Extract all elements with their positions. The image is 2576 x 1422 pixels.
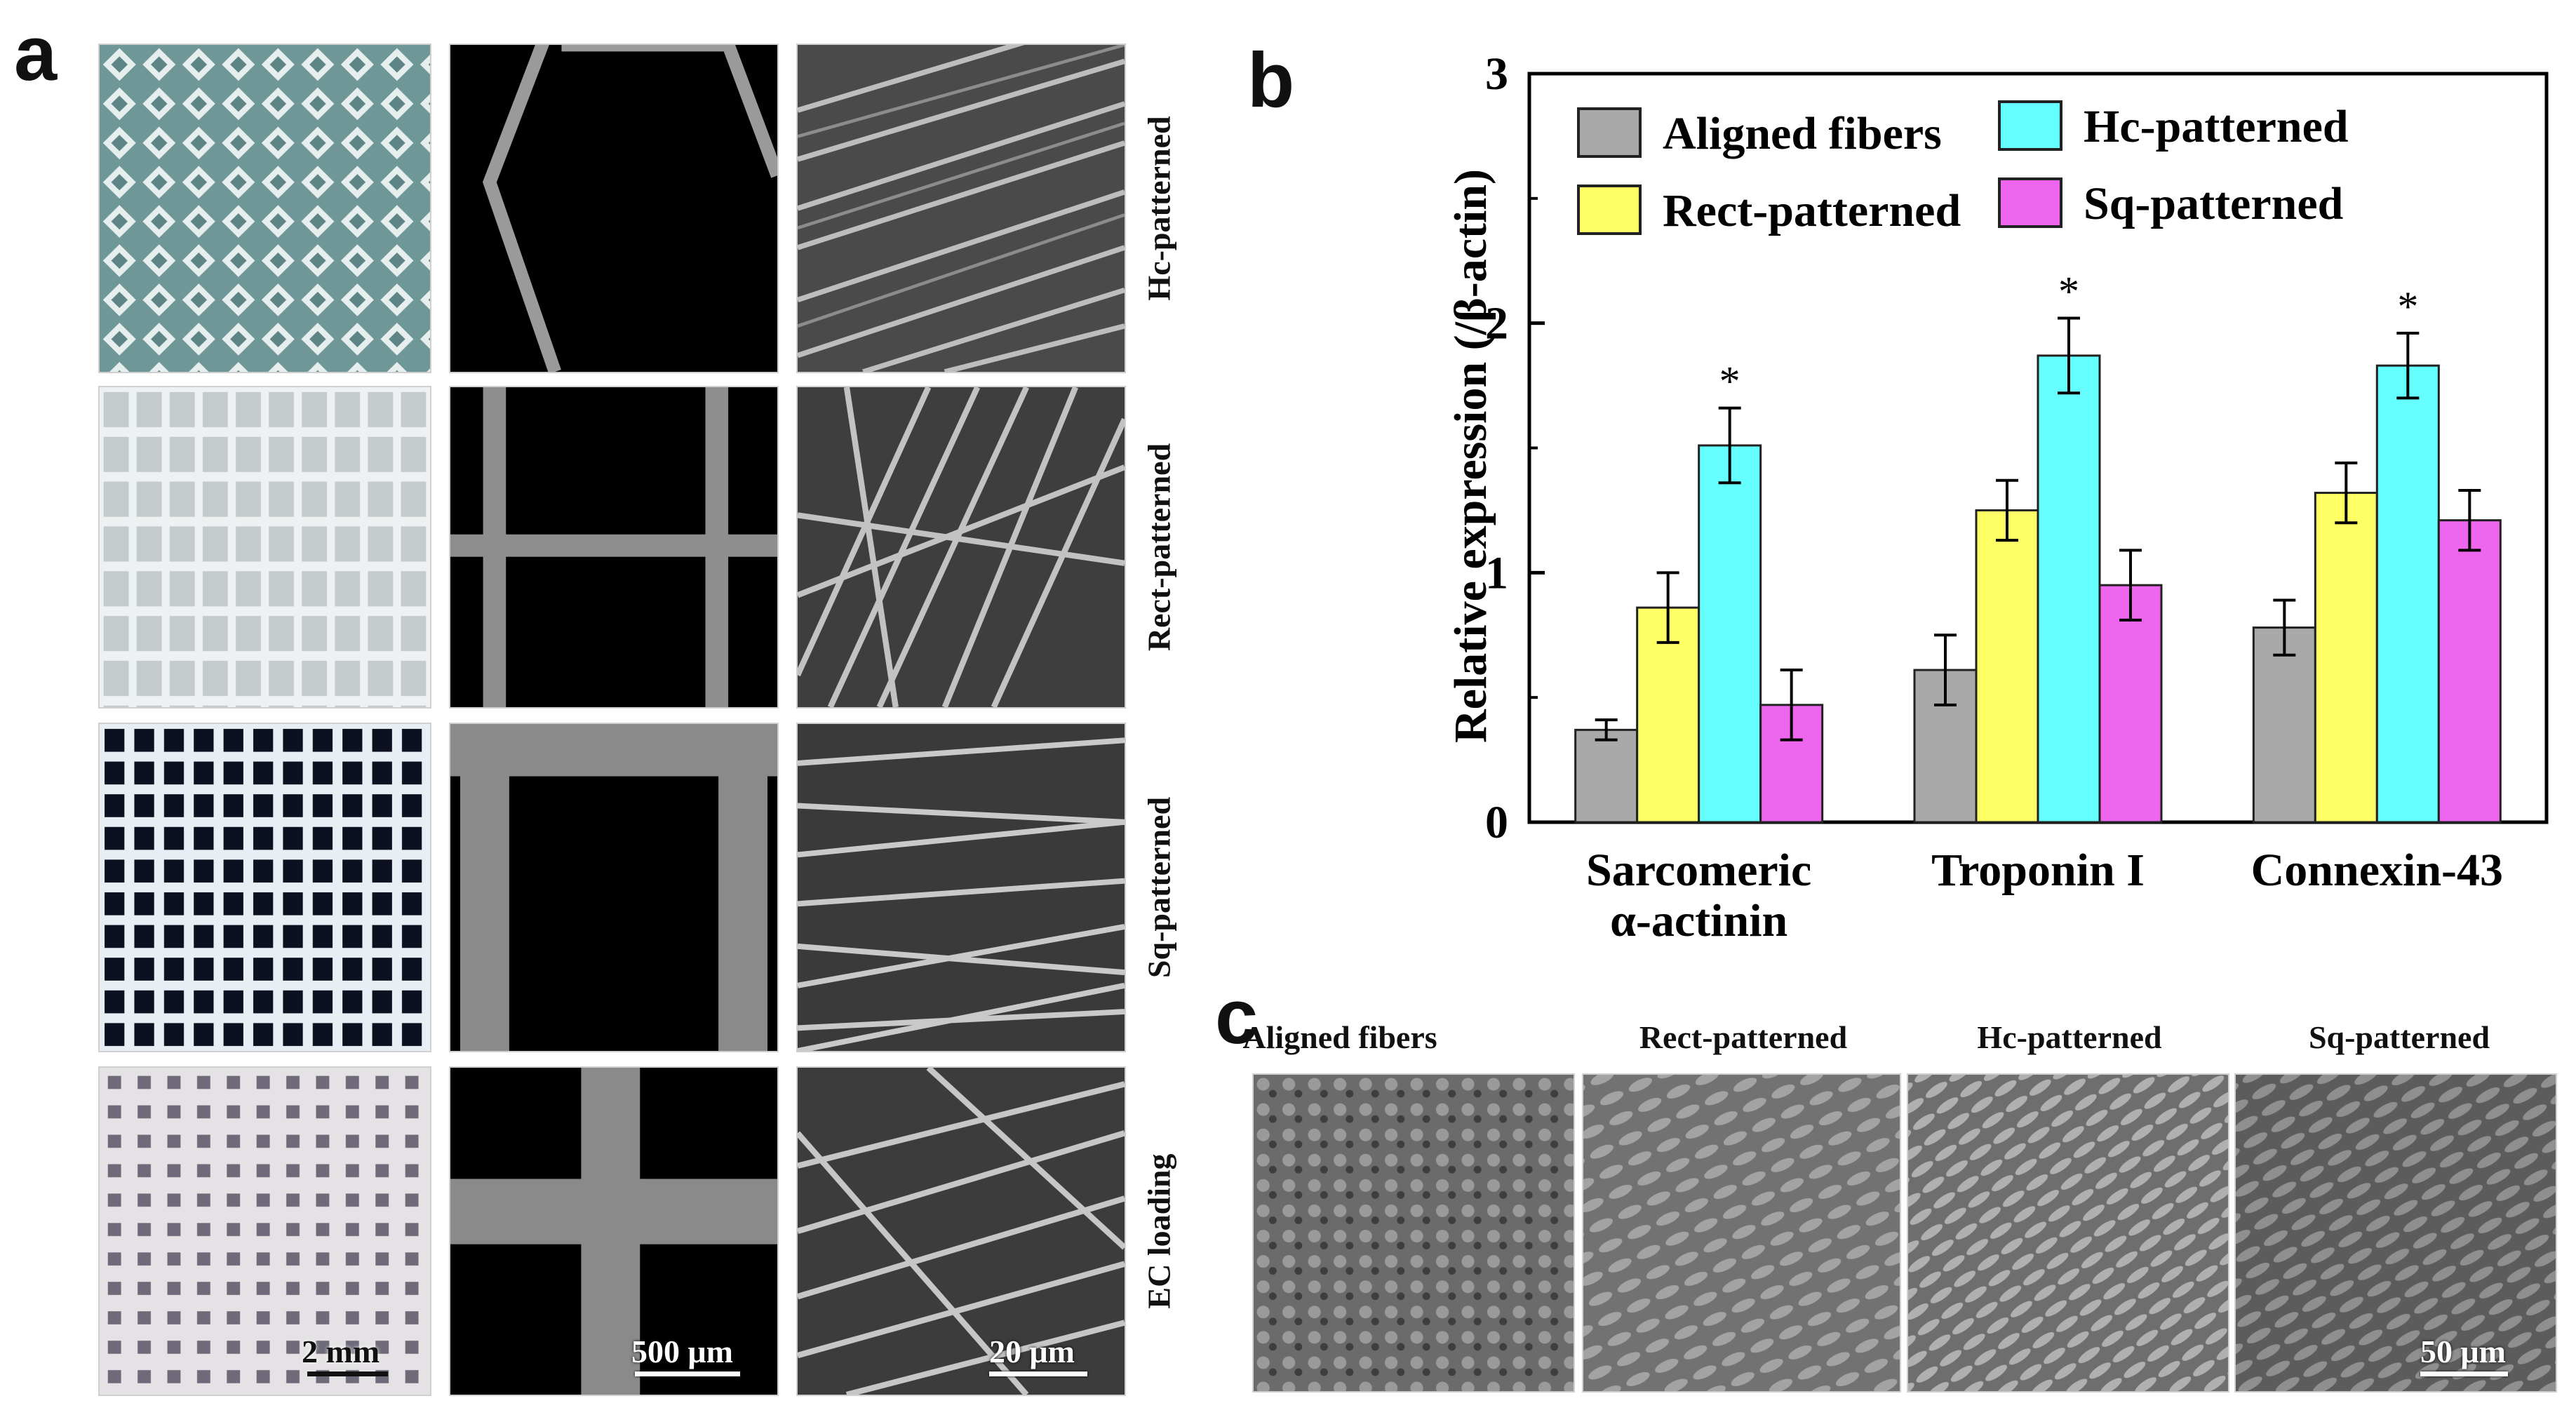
bar: [2037, 354, 2101, 824]
scale-bar-50um: [2420, 1371, 2508, 1376]
legend-swatch: [1577, 185, 1642, 235]
c-rect-image: [1582, 1073, 1901, 1393]
scale-bar-label-20um: 20 μm: [989, 1334, 1075, 1369]
legend-swatch: [1577, 107, 1642, 158]
row-label-hc: Hc-patterned: [1141, 116, 1177, 301]
legend-swatch: [1998, 100, 2062, 151]
bars-layer: * * *: [1574, 269, 2502, 824]
scale-bar-label-500um: 500 μm: [631, 1334, 733, 1369]
scale-bar-20um: [989, 1371, 1087, 1376]
ec-sem-lowmag-image: [449, 1066, 779, 1396]
legend-label: Sq-patterned: [2084, 178, 2343, 229]
legend-label: Aligned fibers: [1663, 108, 1942, 159]
rect-photo-image: [98, 386, 431, 709]
panel-c-label-aligned: Aligned fibers: [1242, 1019, 1437, 1055]
bar: [1698, 444, 1762, 824]
bar: [2437, 519, 2502, 824]
rect-sem-fibers-image: [796, 386, 1126, 709]
hc-sem-lowmag-image: [449, 43, 779, 373]
x-tick-label: α-actinin: [1610, 895, 1787, 946]
row-label-rect: Rect-patterned: [1141, 443, 1177, 652]
hc-sem-fibers-image: [796, 43, 1126, 373]
bar: [1574, 728, 1639, 824]
scale-bar-label-50um: 50 μm: [2420, 1334, 2506, 1369]
panel-c-label-hc: Hc-patterned: [1977, 1019, 2162, 1055]
panel-a-letter: a: [14, 11, 58, 97]
y-tick-label: 2: [1485, 298, 1508, 349]
scale-bar-500um: [635, 1371, 740, 1376]
ec-photo-image: [98, 1066, 431, 1396]
scale-bar-2mm: [307, 1371, 388, 1376]
bar: [2098, 584, 2163, 824]
y-tick-label: 0: [1485, 797, 1508, 848]
x-tick-label: Sarcomeric: [1586, 845, 1811, 896]
y-tick-label: 3: [1485, 48, 1508, 100]
sq-sem-lowmag-image: [449, 723, 779, 1052]
bar: [2252, 626, 2316, 824]
c-sq-image: [2234, 1073, 2557, 1393]
panel-c-letter: c: [1215, 974, 1259, 1060]
rect-sem-lowmag-image: [449, 386, 779, 709]
scale-bar-label-2mm: 2 mm: [302, 1334, 380, 1369]
sq-sem-fibers-image: [796, 723, 1126, 1052]
legend-swatch: [1998, 177, 2062, 228]
legend-label: Rect-patterned: [1663, 185, 1961, 236]
row-label-sq: Sq-patterned: [1141, 796, 1177, 979]
c-aligned-image: [1252, 1073, 1575, 1393]
ec-sem-fibers-image: [796, 1066, 1126, 1396]
panel-c-label-sq: Sq-patterned: [2308, 1019, 2490, 1055]
c-hc-image: [1907, 1073, 2229, 1393]
legend: Aligned fibers Rect-patterned Hc-patterned…: [1577, 100, 2349, 236]
y-tick-label: 1: [1485, 547, 1508, 598]
legend-label: Hc-patterned: [2084, 101, 2349, 152]
x-tick-label: Troponin I: [1931, 845, 2145, 896]
panel-c-label-rect: Rect-patterned: [1639, 1019, 1848, 1055]
hc-photo-image: [98, 43, 431, 373]
bar: [1975, 509, 2039, 824]
x-tick-label: Connexin-43: [2251, 845, 2503, 896]
bar: [2314, 492, 2378, 824]
row-label-ec: EC loading: [1141, 1153, 1177, 1309]
significance-star: *: [2058, 269, 2079, 315]
sq-photo-image: [98, 723, 431, 1052]
panel-b-letter: b: [1247, 37, 1295, 123]
bar: [2375, 364, 2440, 824]
y-axis-label: Relative expression (/β-actin): [1445, 169, 1496, 743]
significance-star: *: [1719, 358, 1740, 405]
significance-star: *: [2397, 283, 2418, 330]
